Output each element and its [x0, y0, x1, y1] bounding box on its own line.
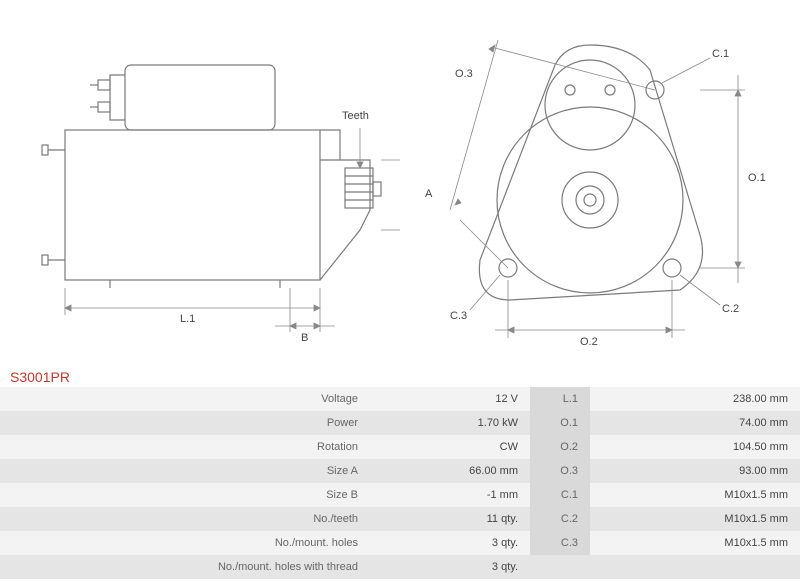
spec-row: Power1.70 kWO.174.00 mm: [0, 411, 800, 435]
spec-label-right: C.1: [530, 483, 590, 507]
spec-value-left: 3 qty.: [370, 555, 530, 579]
spec-value-left: 66.00 mm: [370, 459, 530, 483]
spec-table: Voltage12 VL.1238.00 mmPower1.70 kWO.174…: [0, 387, 800, 579]
spec-row: No./mount. holes3 qty.C.3M10x1.5 mm: [0, 531, 800, 555]
spec-value-left: CW: [370, 435, 530, 459]
spec-row: Size A66.00 mmO.393.00 mm: [0, 459, 800, 483]
label-o1: O.1: [748, 172, 766, 184]
spec-label-right: [530, 555, 590, 579]
spec-label-right: O.3: [530, 459, 590, 483]
spec-label-left: Voltage: [0, 387, 370, 411]
spec-label-left: No./mount. holes: [0, 531, 370, 555]
front-view-diagram: O.3 C.1 O.1 C.2 C.3 O.2: [400, 10, 790, 365]
spec-label-left: Size A: [0, 459, 370, 483]
spec-label-right: O.1: [530, 411, 590, 435]
label-teeth: Teeth: [342, 110, 369, 122]
spec-label-right: L.1: [530, 387, 590, 411]
label-c1: C.1: [712, 48, 729, 60]
label-o3: O.3: [455, 68, 473, 80]
spec-label-left: Size B: [0, 483, 370, 507]
spec-value-right: [590, 555, 800, 579]
spec-label-right: O.2: [530, 435, 590, 459]
technical-diagram: Teeth A L.1 B: [0, 0, 800, 365]
spec-label-right: C.3: [530, 531, 590, 555]
side-view-diagram: Teeth A L.1 B: [10, 10, 400, 365]
label-c2: C.2: [722, 303, 739, 315]
spec-value-right: M10x1.5 mm: [590, 531, 800, 555]
label-o2: O.2: [580, 336, 598, 348]
spec-row: RotationCWO.2104.50 mm: [0, 435, 800, 459]
spec-value-right: M10x1.5 mm: [590, 483, 800, 507]
spec-row: Size B-1 mmC.1M10x1.5 mm: [0, 483, 800, 507]
label-l1: L.1: [180, 313, 195, 325]
spec-value-left: -1 mm: [370, 483, 530, 507]
spec-label-right: C.2: [530, 507, 590, 531]
spec-value-left: 11 qty.: [370, 507, 530, 531]
spec-value-left: 1.70 kW: [370, 411, 530, 435]
spec-value-right: 238.00 mm: [590, 387, 800, 411]
product-code: S3001PR: [0, 365, 800, 387]
label-c3: C.3: [450, 310, 467, 322]
spec-value-left: 12 V: [370, 387, 530, 411]
spec-value-right: 74.00 mm: [590, 411, 800, 435]
spec-row: Voltage12 VL.1238.00 mm: [0, 387, 800, 411]
spec-value-left: 3 qty.: [370, 531, 530, 555]
spec-value-right: M10x1.5 mm: [590, 507, 800, 531]
spec-label-left: No./mount. holes with thread: [0, 555, 370, 579]
spec-label-left: No./teeth: [0, 507, 370, 531]
spec-value-right: 93.00 mm: [590, 459, 800, 483]
spec-row: No./mount. holes with thread3 qty.: [0, 555, 800, 579]
label-b: B: [301, 332, 308, 344]
spec-label-left: Rotation: [0, 435, 370, 459]
spec-row: No./teeth11 qty.C.2M10x1.5 mm: [0, 507, 800, 531]
spec-value-right: 104.50 mm: [590, 435, 800, 459]
spec-label-left: Power: [0, 411, 370, 435]
